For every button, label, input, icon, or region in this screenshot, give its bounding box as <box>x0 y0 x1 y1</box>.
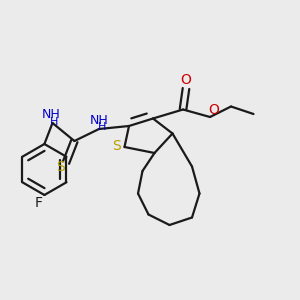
Text: S: S <box>112 139 121 152</box>
Text: H: H <box>98 122 106 133</box>
Text: NH: NH <box>42 107 60 121</box>
Text: NH: NH <box>90 113 109 127</box>
Text: O: O <box>208 103 219 116</box>
Text: H: H <box>50 117 58 128</box>
Text: S: S <box>56 160 65 174</box>
Text: F: F <box>34 196 42 210</box>
Text: O: O <box>181 73 191 86</box>
